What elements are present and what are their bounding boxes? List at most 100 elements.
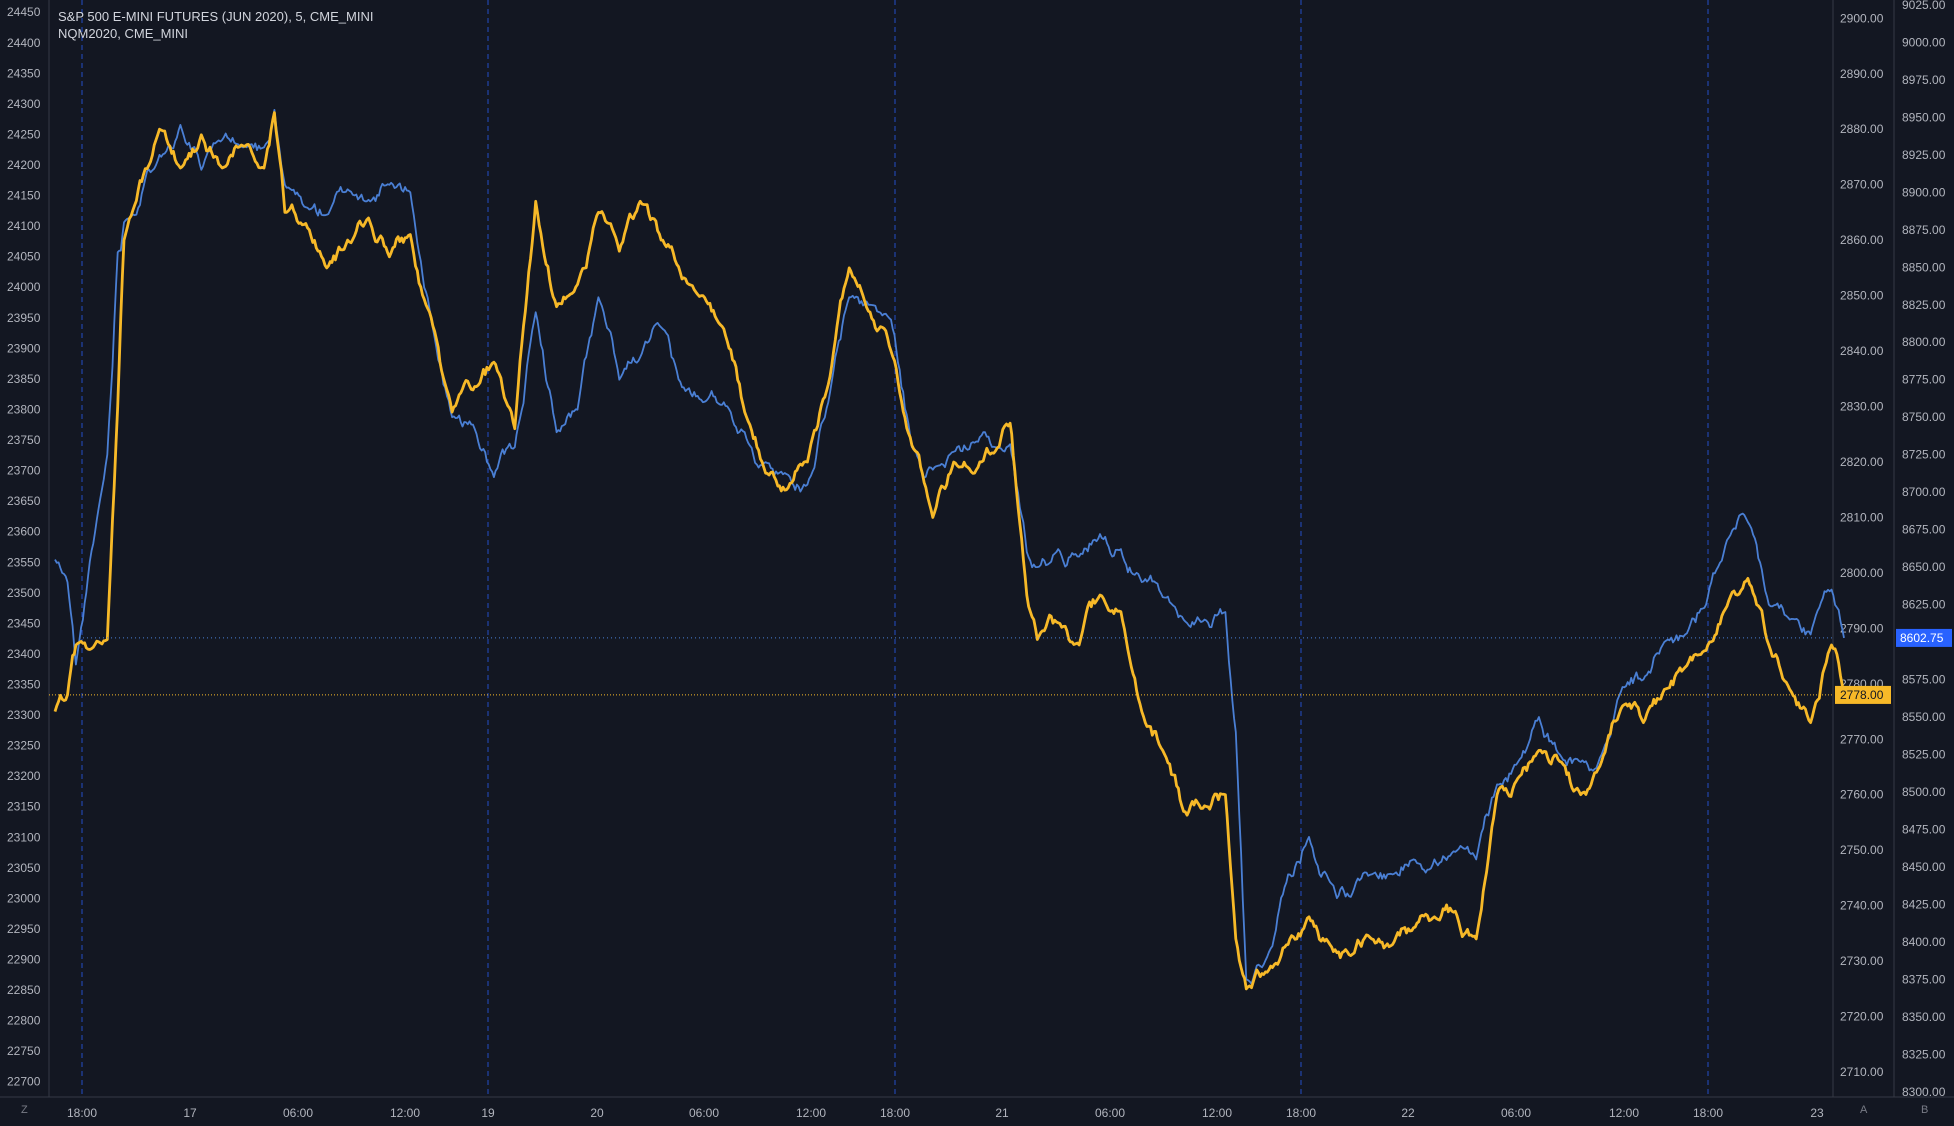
left-tick-label: 23300 xyxy=(7,708,41,722)
time-tick-label: 06:00 xyxy=(689,1106,719,1120)
series-es-line xyxy=(53,111,1846,991)
nq-tick-label: 8525.00 xyxy=(1902,747,1946,761)
series-nq-line xyxy=(54,109,1845,985)
time-tick-label: 22 xyxy=(1401,1106,1415,1120)
left-tick-label: 22950 xyxy=(7,922,41,936)
nq-tick-label: 8825.00 xyxy=(1902,298,1946,312)
es-tick-label: 2710.00 xyxy=(1840,1065,1884,1079)
left-tick-label: 24150 xyxy=(7,189,41,203)
left-tick-label: 24250 xyxy=(7,127,41,141)
legend-secondary[interactable]: NQM2020, CME_MINI xyxy=(58,26,189,41)
left-tick-label: 24300 xyxy=(7,97,41,111)
left-tick-label: 24400 xyxy=(7,36,41,50)
series xyxy=(53,109,1846,991)
last-price-lines: 2778.00 8602.75 xyxy=(49,628,1952,704)
left-tick-label: 23900 xyxy=(7,341,41,355)
nq-tick-label: 8500.00 xyxy=(1902,785,1946,799)
left-tick-label: 24200 xyxy=(7,158,41,172)
es-tick-label: 2830.00 xyxy=(1840,400,1884,414)
nq-tick-label: 8400.00 xyxy=(1902,935,1946,949)
nq-tick-label: 8850.00 xyxy=(1902,260,1946,274)
nq-tick-label: 8700.00 xyxy=(1902,485,1946,499)
nq-tick-label: 8650.00 xyxy=(1902,560,1946,574)
time-tick-label: 12:00 xyxy=(1609,1106,1639,1120)
left-tick-label: 23050 xyxy=(7,861,41,875)
nq-tick-label: 8875.00 xyxy=(1902,223,1946,237)
left-tick-label: 23150 xyxy=(7,800,41,814)
left-tick-label: 23000 xyxy=(7,891,41,905)
left-tick-label: 23700 xyxy=(7,464,41,478)
left-tick-label: 24000 xyxy=(7,280,41,294)
nq-tick-label: 8675.00 xyxy=(1902,523,1946,537)
time-tick-label: 06:00 xyxy=(1501,1106,1531,1120)
left-tick-label: 22900 xyxy=(7,952,41,966)
time-tick-label: 23 xyxy=(1810,1106,1824,1120)
es-tick-label: 2770.00 xyxy=(1840,732,1884,746)
nq-tick-label: 8575.00 xyxy=(1902,673,1946,687)
time-axis-ticks: 18:00 17 06:00 12:00 19 20 06:00 12:00 18:00 21 06… xyxy=(67,1106,1824,1120)
nq-tick-label: 8925.00 xyxy=(1902,148,1946,162)
left-tick-label: 22850 xyxy=(7,983,41,997)
nq-tick-label: 8550.00 xyxy=(1902,710,1946,724)
es-tick-label: 2850.00 xyxy=(1840,289,1884,303)
es-tick-label: 2840.00 xyxy=(1840,344,1884,358)
es-tick-label: 2890.00 xyxy=(1840,67,1884,81)
left-tick-label: 24050 xyxy=(7,250,41,264)
left-tick-label: 23950 xyxy=(7,311,41,325)
nq-tick-label: 8775.00 xyxy=(1902,373,1946,387)
es-last-price-badge xyxy=(1835,685,1891,704)
left-tick-label: 23100 xyxy=(7,830,41,844)
left-tick-label: 23450 xyxy=(7,616,41,630)
left-tick-label: 22700 xyxy=(7,1075,41,1089)
time-tick-label: 19 xyxy=(481,1106,495,1120)
nq-tick-label: 9000.00 xyxy=(1902,35,1946,49)
session-grid xyxy=(81,0,1709,1097)
es-tick-label: 2800.00 xyxy=(1840,566,1884,580)
left-tick-label: 23800 xyxy=(7,402,41,416)
es-tick-label: 2860.00 xyxy=(1840,233,1884,247)
time-tick-label: 17 xyxy=(183,1106,197,1120)
es-tick-label: 2730.00 xyxy=(1840,954,1884,968)
nq-tick-label: 8800.00 xyxy=(1902,335,1946,349)
time-tick-label: 12:00 xyxy=(390,1106,420,1120)
left-tick-label: 23850 xyxy=(7,372,41,386)
nq-tick-label: 8300.00 xyxy=(1902,1085,1946,1099)
es-last-price-label: 2778.00 xyxy=(1840,688,1884,702)
time-tick-label: 21 xyxy=(995,1106,1009,1120)
left-tick-label: 24350 xyxy=(7,66,41,80)
left-tick-label: 23250 xyxy=(7,739,41,753)
es-tick-label: 2810.00 xyxy=(1840,510,1884,524)
es-tick-label: 2740.00 xyxy=(1840,899,1884,913)
es-tick-label: 2880.00 xyxy=(1840,122,1884,136)
nq-last-price-label: 8602.75 xyxy=(1900,631,1944,645)
timezone-button[interactable]: Z xyxy=(21,1104,28,1116)
es-tick-label: 2900.00 xyxy=(1840,11,1884,25)
left-tick-label: 23350 xyxy=(7,677,41,691)
legend: S&P 500 E-MINI FUTURES (JUN 2020), 5, CM… xyxy=(58,8,373,42)
left-tick-label: 23550 xyxy=(7,555,41,569)
es-tick-label: 2870.00 xyxy=(1840,178,1884,192)
left-tick-label: 22800 xyxy=(7,1014,41,1028)
nq-tick-label: 8375.00 xyxy=(1902,972,1946,986)
scale-options-button[interactable]: B xyxy=(1921,1104,1929,1116)
left-tick-label: 23400 xyxy=(7,647,41,661)
nq-tick-label: 8625.00 xyxy=(1902,598,1946,612)
nq-tick-label: 8975.00 xyxy=(1902,73,1946,87)
time-tick-label: 18:00 xyxy=(880,1106,910,1120)
time-tick-label: 18:00 xyxy=(1693,1106,1723,1120)
nq-tick-label: 8475.00 xyxy=(1902,822,1946,836)
es-tick-label: 2750.00 xyxy=(1840,843,1884,857)
auto-scale-button[interactable]: A xyxy=(1860,1104,1868,1116)
nq-last-price-badge xyxy=(1896,628,1952,647)
nq-tick-label: 8425.00 xyxy=(1902,897,1946,911)
legend-primary[interactable]: S&P 500 E-MINI FUTURES (JUN 2020), 5, CM… xyxy=(58,9,374,24)
left-tick-label: 23200 xyxy=(7,769,41,783)
nq-tick-label: 8950.00 xyxy=(1902,110,1946,124)
left-tick-label: 23600 xyxy=(7,525,41,539)
nq-tick-label: 8325.00 xyxy=(1902,1047,1946,1061)
nq-tick-label: 8450.00 xyxy=(1902,860,1946,874)
left-tick-label: 24450 xyxy=(7,5,41,19)
